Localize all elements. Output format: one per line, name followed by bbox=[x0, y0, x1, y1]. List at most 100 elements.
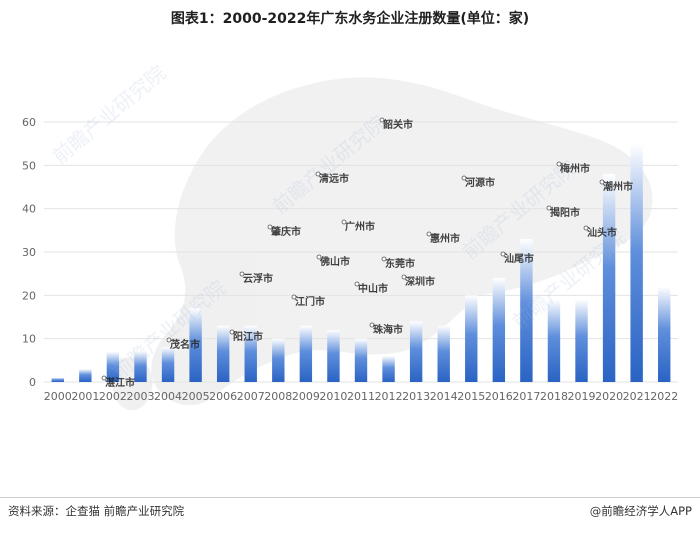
x-tick-label: 2010 bbox=[319, 390, 347, 403]
x-tick-label: 2008 bbox=[264, 390, 292, 403]
x-tick-label: 2009 bbox=[292, 390, 320, 403]
map-label: 东莞市 bbox=[385, 257, 415, 270]
x-tick-label: 2016 bbox=[485, 390, 513, 403]
map-label: 中山市 bbox=[358, 282, 388, 295]
bar-2000 bbox=[51, 377, 64, 382]
y-tick-label: 40 bbox=[22, 203, 36, 216]
bar-2013 bbox=[409, 321, 423, 382]
map-dot bbox=[316, 254, 322, 260]
map-dot bbox=[229, 329, 235, 335]
map-label: 广州市 bbox=[345, 220, 375, 233]
bar-2011 bbox=[354, 338, 368, 382]
bar-2006 bbox=[216, 325, 230, 382]
bar-2020 bbox=[602, 174, 616, 382]
y-tick-label: 0 bbox=[29, 376, 36, 389]
map-dot bbox=[426, 231, 432, 237]
watermark-text: 前瞻产业研究院 bbox=[48, 60, 171, 168]
x-tick-label: 2018 bbox=[540, 390, 568, 403]
x-tick-label: 2012 bbox=[375, 390, 403, 403]
y-tick-label: 20 bbox=[22, 289, 36, 302]
bar-2008 bbox=[272, 338, 285, 382]
y-tick-label: 60 bbox=[22, 116, 36, 129]
bar-2002 bbox=[106, 351, 120, 382]
map-dot bbox=[239, 271, 245, 277]
x-tick-label: 2001 bbox=[71, 390, 99, 403]
map-dot bbox=[291, 294, 297, 300]
map-dot bbox=[583, 225, 589, 231]
footer-divider bbox=[0, 497, 700, 498]
map-dot bbox=[341, 219, 347, 225]
x-tick-label: 2014 bbox=[430, 390, 458, 403]
map-dot bbox=[546, 205, 552, 211]
source-note: 资料来源：企查猫 前瞻产业研究院 bbox=[8, 504, 185, 518]
x-tick-label: 2015 bbox=[457, 390, 485, 403]
map-label: 茂名市 bbox=[170, 338, 200, 351]
x-tick-label: 2013 bbox=[402, 390, 430, 403]
bar-2007 bbox=[244, 325, 257, 382]
x-tick-label: 2005 bbox=[182, 390, 210, 403]
map-dot bbox=[500, 251, 506, 257]
map-label: 肇庆市 bbox=[270, 225, 301, 238]
bar-2021 bbox=[630, 143, 643, 382]
map-label: 清远市 bbox=[319, 172, 349, 185]
brand-credit: @前瞻经济学人APP bbox=[589, 504, 692, 518]
map-dot bbox=[461, 175, 467, 181]
bar-2010 bbox=[327, 330, 340, 382]
bar-2019 bbox=[575, 299, 588, 382]
x-tick-label: 2020 bbox=[595, 390, 623, 403]
bar-2022 bbox=[658, 286, 671, 382]
x-tick-label: 2002 bbox=[99, 390, 127, 403]
x-tick-label: 2000 bbox=[44, 390, 72, 403]
bar-2012 bbox=[382, 356, 395, 382]
map-label: 揭阳市 bbox=[550, 206, 580, 219]
bar-2005 bbox=[189, 308, 202, 382]
map-label: 佛山市 bbox=[319, 255, 350, 268]
bar-2001 bbox=[79, 369, 92, 382]
map-label: 深圳市 bbox=[405, 275, 435, 288]
bar-2016 bbox=[492, 278, 506, 382]
map-dot bbox=[401, 274, 407, 280]
map-dot bbox=[166, 337, 172, 343]
bar-2004 bbox=[161, 347, 175, 382]
y-tick-label: 50 bbox=[22, 159, 36, 172]
map-dot bbox=[267, 224, 273, 230]
map-label: 汕头市 bbox=[587, 226, 617, 239]
bar-2009 bbox=[299, 325, 313, 382]
x-tick-label: 2006 bbox=[209, 390, 237, 403]
x-tick-label: 2022 bbox=[650, 390, 678, 403]
map-label: 珠海市 bbox=[373, 323, 403, 336]
map-label: 阳江市 bbox=[233, 330, 263, 343]
bar-2017 bbox=[520, 239, 533, 382]
x-tick-label: 2004 bbox=[154, 390, 182, 403]
x-tick-label: 2011 bbox=[347, 390, 375, 403]
map-dot bbox=[379, 117, 385, 123]
bar-2015 bbox=[465, 295, 478, 382]
chart-title: 图表1：2000-2022年广东水务企业注册数量(单位：家) bbox=[170, 11, 530, 27]
map-dot bbox=[101, 375, 107, 381]
map-dot bbox=[381, 256, 387, 262]
map-label: 河源市 bbox=[465, 176, 495, 189]
map-dot bbox=[354, 281, 360, 287]
map-dot bbox=[315, 171, 321, 177]
bar-2003 bbox=[134, 351, 147, 382]
x-tick-label: 2007 bbox=[237, 390, 265, 403]
map-dot bbox=[599, 179, 605, 185]
map-label: 惠州市 bbox=[430, 232, 460, 245]
footer: 资料来源：企查猫 前瞻产业研究院 @前瞻经济学人APP bbox=[0, 503, 700, 523]
map-label: 湛江市 bbox=[105, 376, 135, 389]
map-label: 云浮市 bbox=[243, 272, 273, 285]
map-dot bbox=[369, 322, 375, 328]
x-tick-label: 2003 bbox=[126, 390, 154, 403]
y-tick-label: 30 bbox=[22, 246, 36, 259]
bar-2014 bbox=[437, 325, 450, 382]
map-label: 韶关市 bbox=[383, 118, 413, 131]
x-tick-label: 2019 bbox=[568, 390, 596, 403]
map-label: 汕尾市 bbox=[504, 252, 534, 265]
bar-2018 bbox=[547, 299, 561, 382]
map-dot bbox=[556, 161, 562, 167]
x-tick-label: 2017 bbox=[512, 390, 540, 403]
map-label: 梅州市 bbox=[560, 162, 590, 175]
